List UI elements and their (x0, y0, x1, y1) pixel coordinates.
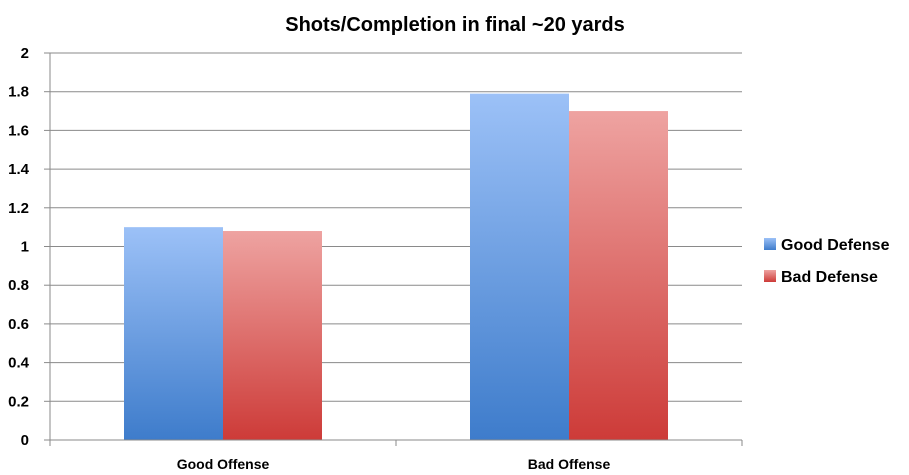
y-tick-label: 1.2 (8, 200, 29, 217)
y-tick-label: 0 (21, 432, 29, 449)
y-axis-ticks: 0 0.2 0.4 0.6 0.8 1 1.2 1.4 1.6 1.8 2 (8, 45, 50, 449)
legend-label: Good Defense (781, 237, 890, 254)
bar-bad-defense-bad-offense (569, 111, 668, 441)
chart-title: Shots/Completion in final ~20 yards (285, 14, 625, 36)
bar-good-defense-bad-offense (470, 93, 569, 440)
bar-good-defense-good-offense (124, 227, 223, 440)
y-tick-label: 1.4 (8, 161, 30, 178)
y-tick-label: 0.4 (8, 355, 30, 372)
y-tick-label: 0.2 (8, 393, 29, 410)
x-tick-label: Good Offense (177, 456, 270, 472)
y-tick-label: 1 (21, 239, 29, 256)
legend-swatch (764, 238, 776, 250)
x-axis-ticks: Good Offense Bad Offense (177, 456, 611, 472)
axes (49, 53, 743, 446)
bar-bad-defense-good-offense (223, 231, 322, 440)
legend-label: Bad Defense (781, 269, 878, 286)
y-tick-label: 1.6 (8, 122, 29, 139)
y-tick-label: 2 (21, 45, 29, 62)
legend: Good Defense Bad Defense (764, 237, 890, 286)
legend-swatch (764, 270, 776, 282)
y-tick-label: 1.8 (8, 84, 29, 101)
y-tick-label: 0.6 (8, 316, 29, 333)
x-tick-label: Bad Offense (528, 456, 611, 472)
bars (124, 93, 668, 441)
y-tick-label: 0.8 (8, 277, 29, 294)
